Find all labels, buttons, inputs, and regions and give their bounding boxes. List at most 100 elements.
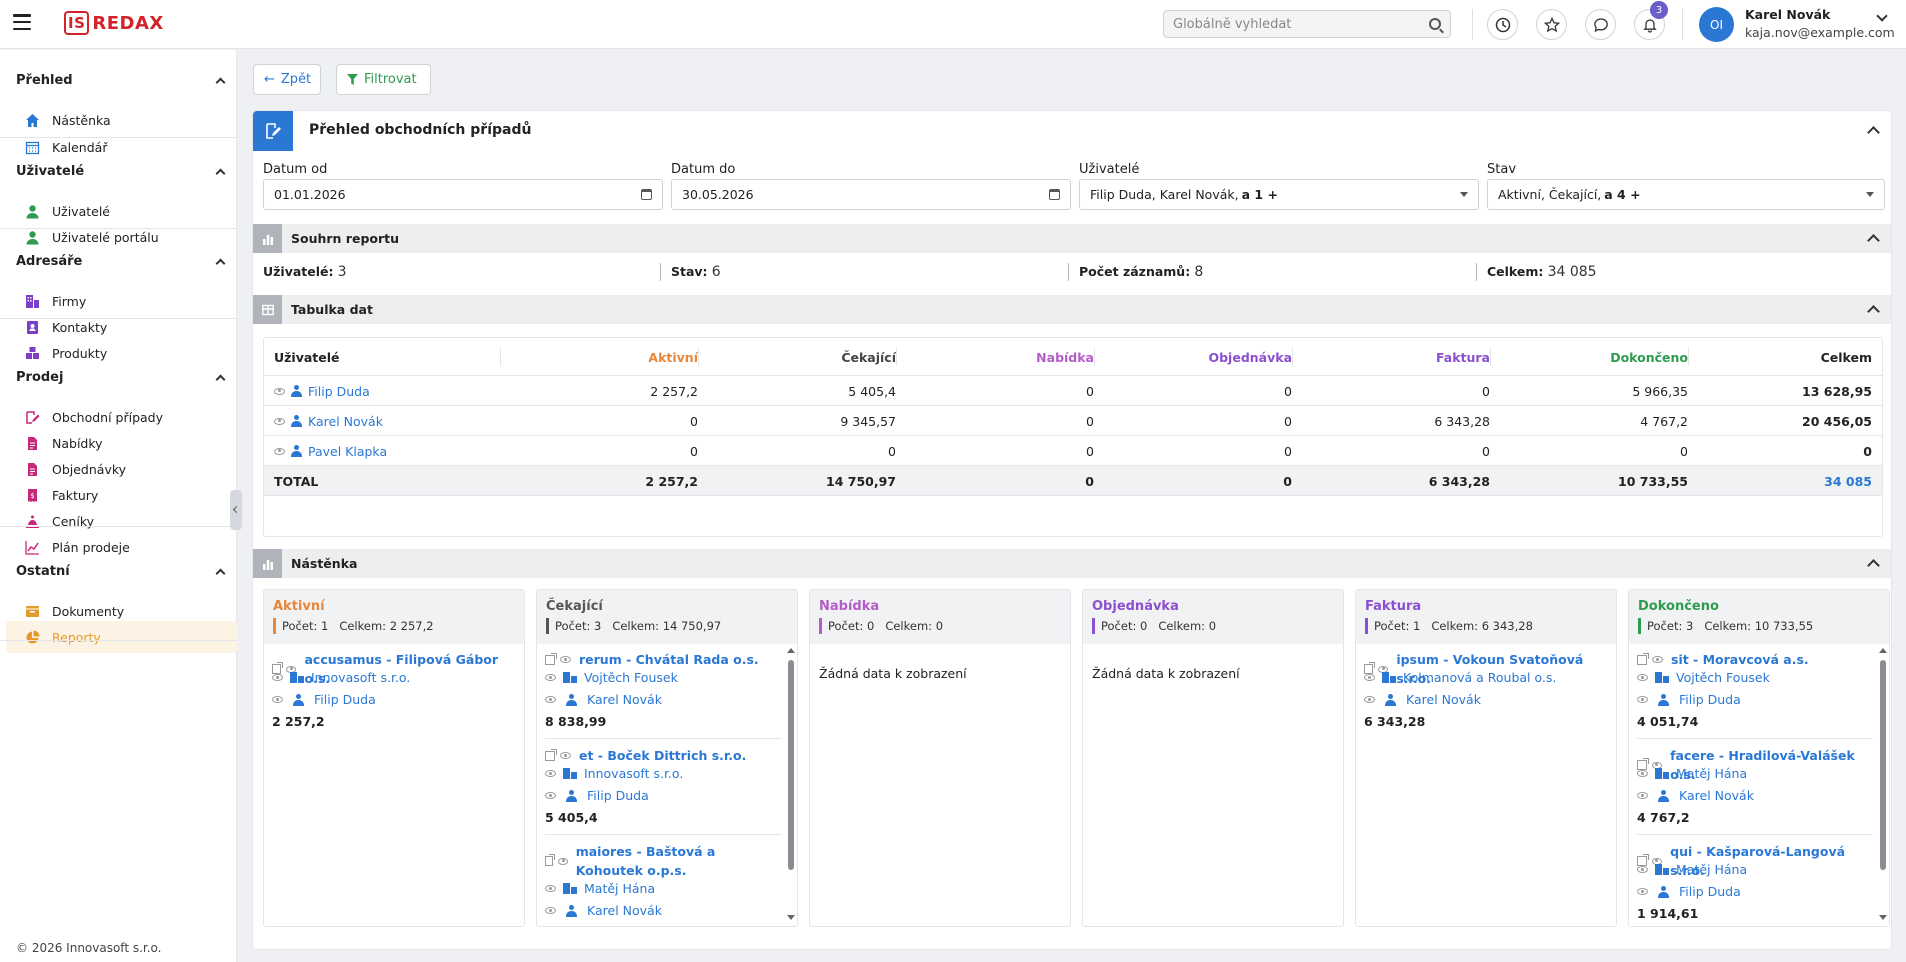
eye-icon[interactable]: [560, 656, 571, 663]
sidebar-item-reporty[interactable]: Reporty: [6, 621, 237, 653]
scrollbar[interactable]: [1879, 648, 1887, 920]
chevron-up-icon[interactable]: [215, 568, 226, 579]
calendar-icon[interactable]: [1049, 189, 1060, 200]
eye-icon[interactable]: [272, 674, 283, 681]
collapse-section-icon[interactable]: [1867, 234, 1880, 247]
card-title-link[interactable]: qui - Kašparová-Langová s.r.o.: [1670, 844, 1846, 878]
eye-icon[interactable]: [1637, 696, 1648, 703]
sidebar-item-obchodní-případy[interactable]: Obchodní případy: [6, 401, 237, 433]
card-company-link[interactable]: Matěj Hána: [1676, 862, 1748, 877]
external-link-icon[interactable]: [1364, 662, 1376, 674]
card-title-link[interactable]: accusamus - Filipová Gábor o.s.: [304, 652, 499, 686]
messages-button[interactable]: [1585, 9, 1616, 40]
external-link-icon[interactable]: [545, 854, 557, 866]
filter-button[interactable]: Filtrovat: [336, 64, 431, 95]
card-title-link[interactable]: sit - Moravcová a.s.: [1671, 652, 1809, 667]
table-total-cell[interactable]: 34 085: [1824, 473, 1872, 489]
logo[interactable]: IS REDAX: [64, 11, 164, 35]
sidebar-section-title[interactable]: Uživatelé: [16, 164, 85, 179]
external-link-icon[interactable]: [545, 652, 557, 665]
column-header[interactable]: Celkem: [1820, 349, 1872, 365]
external-link-icon[interactable]: [272, 662, 284, 674]
sidebar-item-objednávky[interactable]: Objednávky: [6, 453, 237, 485]
eye-icon[interactable]: [274, 447, 285, 455]
chevron-down-icon[interactable]: [1876, 10, 1888, 22]
sidebar-item-uživatelé-portálu[interactable]: Uživatelé portálu: [6, 221, 237, 253]
card-title-link[interactable]: rerum - Chvátal Rada o.s.: [579, 652, 759, 667]
eye-icon[interactable]: [1637, 674, 1648, 681]
card-title-link[interactable]: ipsum - Vokoun Svatoňová s.r.o.: [1396, 652, 1584, 686]
external-link-icon[interactable]: [1637, 854, 1649, 866]
eye-icon[interactable]: [1637, 792, 1648, 799]
external-link-icon[interactable]: [545, 748, 557, 761]
sidebar-section-title[interactable]: Ostatní: [16, 564, 70, 579]
card-title-link[interactable]: facere - Hradilová-Valášek o.s.: [1670, 748, 1855, 782]
state-filter-select[interactable]: Aktivní, Čekající, a 4 +: [1487, 179, 1885, 210]
scrollbar-thumb[interactable]: [1880, 660, 1886, 870]
search-icon[interactable]: [1429, 18, 1441, 30]
column-header[interactable]: Čekající: [841, 349, 896, 365]
column-header[interactable]: Objednávka: [1208, 349, 1292, 365]
scroll-down-icon[interactable]: [787, 915, 795, 920]
sidebar-section-title[interactable]: Přehled: [16, 73, 73, 88]
card-title-link[interactable]: maiores - Baštová a Kohoutek o.p.s.: [575, 844, 716, 878]
card-title-link[interactable]: et - Boček Dittrich s.r.o.: [579, 748, 747, 763]
chevron-up-icon[interactable]: [215, 77, 226, 88]
card-company-link[interactable]: Innovasoft s.r.o.: [311, 670, 411, 685]
history-button[interactable]: [1487, 9, 1518, 40]
eye-icon[interactable]: [545, 674, 556, 681]
menu-icon[interactable]: [13, 14, 31, 30]
card-company-link[interactable]: Kolmanová a Roubal o.s.: [1403, 670, 1557, 685]
sidebar-item-kontakty[interactable]: Kontakty: [6, 311, 237, 343]
eye-icon[interactable]: [1364, 674, 1375, 681]
column-header[interactable]: Faktura: [1435, 349, 1490, 365]
eye-icon[interactable]: [545, 770, 556, 777]
sidebar-section-title[interactable]: Adresáře: [16, 254, 83, 269]
column-header[interactable]: Nabídka: [1036, 349, 1094, 365]
scroll-up-icon[interactable]: [1879, 648, 1887, 653]
sidebar-item-nástěnka[interactable]: Nástěnka: [6, 104, 237, 136]
sidebar-item-dokumenty[interactable]: Dokumenty: [6, 595, 237, 627]
eye-icon[interactable]: [1637, 866, 1648, 873]
eye-icon[interactable]: [274, 387, 285, 395]
date-from-input[interactable]: 01.01.2026: [263, 179, 663, 210]
users-filter-select[interactable]: Filip Duda, Karel Novák, a 1 +: [1079, 179, 1479, 210]
card-user-link[interactable]: Filip Duda: [587, 788, 649, 803]
chevron-up-icon[interactable]: [215, 374, 226, 385]
eye-icon[interactable]: [560, 752, 571, 759]
card-user-link[interactable]: Filip Duda: [1679, 692, 1741, 707]
external-link-icon[interactable]: [1637, 758, 1649, 770]
chevron-up-icon[interactable]: [215, 168, 226, 179]
eye-icon[interactable]: [545, 792, 556, 799]
external-link-icon[interactable]: [1637, 652, 1649, 665]
card-company-link[interactable]: Matěj Hána: [1676, 766, 1748, 781]
eye-icon[interactable]: [545, 907, 556, 914]
card-user-link[interactable]: Karel Novák: [587, 903, 662, 918]
user-link[interactable]: Pavel Klapka: [308, 443, 388, 459]
sidebar-item-faktury[interactable]: $ Faktury: [6, 479, 237, 511]
eye-icon[interactable]: [1637, 888, 1648, 895]
sidebar-item-nabídky[interactable]: Nabídky: [6, 427, 237, 459]
eye-icon[interactable]: [545, 696, 556, 703]
eye-icon[interactable]: [545, 885, 556, 892]
sidebar-item-firmy[interactable]: Firmy: [6, 285, 237, 317]
table-section-header[interactable]: Tabulka dat: [253, 295, 1891, 324]
sidebar-item-kalendář[interactable]: Kalendář: [6, 131, 237, 163]
eye-icon[interactable]: [272, 696, 283, 703]
calendar-icon[interactable]: [641, 189, 652, 200]
date-to-input[interactable]: 30.05.2026: [671, 179, 1071, 210]
user-name[interactable]: Karel Novák: [1745, 7, 1831, 22]
collapse-section-icon[interactable]: [1867, 559, 1880, 572]
sidebar-item-uživatelé[interactable]: Uživatelé: [6, 195, 237, 227]
card-user-link[interactable]: Karel Novák: [1406, 692, 1481, 707]
sidebar-item-ceníky[interactable]: Ceníky: [6, 505, 237, 537]
sidebar-section-title[interactable]: Prodej: [16, 370, 64, 385]
sidebar-item-plán-prodeje[interactable]: Plán prodeje: [6, 531, 237, 563]
eye-icon[interactable]: [1637, 770, 1648, 777]
eye-icon[interactable]: [1652, 656, 1663, 663]
collapse-section-icon[interactable]: [1867, 305, 1880, 318]
card-company-link[interactable]: Vojtěch Fousek: [584, 670, 678, 685]
card-user-link[interactable]: Karel Novák: [1679, 788, 1754, 803]
notifications-button[interactable]: [1634, 9, 1665, 40]
column-header[interactable]: Aktivní: [648, 349, 698, 365]
